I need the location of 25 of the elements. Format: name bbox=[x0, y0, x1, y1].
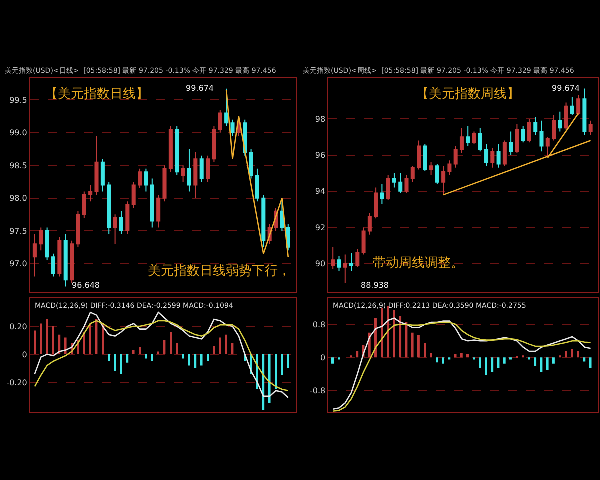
annotation: 美元指数日线弱势下行， bbox=[148, 263, 291, 279]
y-tick-label: 98.5 bbox=[10, 161, 28, 170]
y-tick-label: 97.0 bbox=[10, 260, 28, 269]
annotation: 99.674 bbox=[552, 84, 580, 93]
text: 【美元指数周线】 bbox=[416, 86, 520, 102]
y-tick-label: 92 bbox=[315, 223, 326, 232]
annotation: 带动周线调整。 bbox=[373, 256, 464, 271]
y-tick-label: 0.20 bbox=[10, 322, 28, 332]
y-tick-label: 0.8 bbox=[312, 320, 326, 330]
y-tick-label: 98 bbox=[315, 114, 326, 124]
y-tick-label: -0.20 bbox=[6, 378, 28, 388]
annotation: 96.648 bbox=[72, 281, 100, 290]
y-tick-label: 0 bbox=[320, 353, 326, 362]
y-tick-label: 98.0 bbox=[10, 194, 28, 204]
annotation: 99.674 bbox=[186, 84, 214, 93]
annotation: 88.938 bbox=[361, 281, 389, 290]
y-tick-label: 94 bbox=[315, 187, 326, 196]
y-tick-label: -0.8 bbox=[310, 386, 326, 396]
text: 【美元指数日线】 bbox=[45, 86, 149, 102]
y-tick-label: 99.0 bbox=[10, 128, 28, 138]
y-tick-label: 90 bbox=[315, 260, 326, 269]
y-tick-label: 97.5 bbox=[10, 226, 28, 236]
y-tick-label: 96 bbox=[315, 151, 326, 160]
y-tick-label: 99.5 bbox=[10, 96, 28, 106]
y-tick-label: 0 bbox=[22, 350, 28, 360]
